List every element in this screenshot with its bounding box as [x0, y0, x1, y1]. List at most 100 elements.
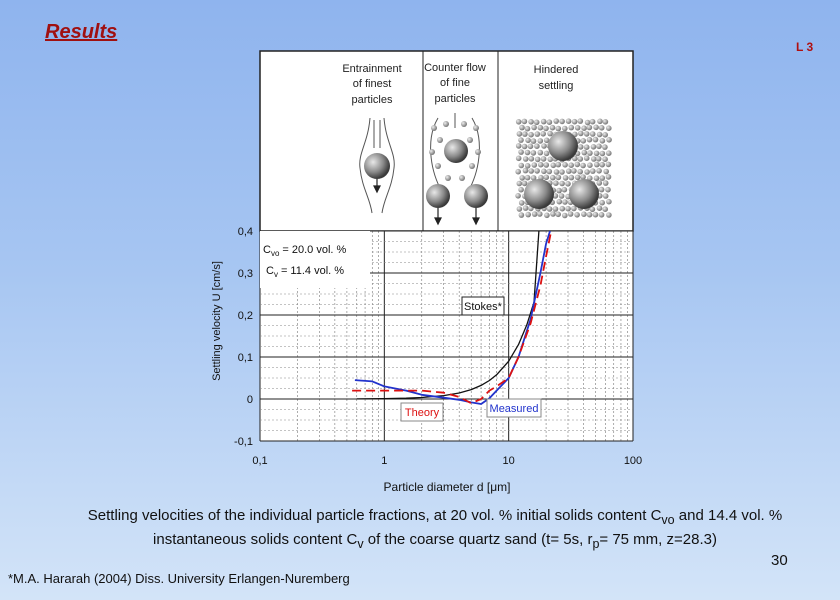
fine-particle-dot [593, 124, 599, 131]
fine-particle-dot [537, 211, 543, 217]
fine-particle-dot [559, 180, 565, 187]
entrainment-drawing [359, 117, 395, 214]
fine-particle-dot [586, 211, 593, 218]
fine-particle-dot [518, 149, 524, 155]
fine-particle-dot [546, 119, 553, 125]
fine-particle-dot [518, 186, 524, 193]
fine-particle-dot [606, 125, 612, 131]
fine-particle-dot [602, 193, 609, 199]
fine-particle-dot [524, 174, 531, 181]
fine-particle-dot [543, 174, 550, 181]
regime-illustration-panel: Entrainment of finest particles Counter … [259, 50, 634, 232]
fine-particle-dot [521, 143, 528, 150]
fine-particle-dot [524, 163, 531, 169]
fine-particle-dot [540, 156, 547, 162]
fine-particle-dot [556, 187, 562, 194]
stokes-line [356, 230, 540, 400]
measured-line [354, 230, 551, 405]
fine-particle-dot [543, 125, 549, 132]
y-tick-label: -0,1 [234, 436, 253, 448]
fine-particle-dot [592, 136, 599, 143]
fine-particle-dot [581, 149, 588, 156]
footnote: *M.A. Hararah (2004) Diss. University Er… [8, 571, 350, 586]
fine-particle-dot [555, 174, 562, 181]
fine-particle-dot [602, 132, 608, 138]
fine-particle-dot [581, 125, 587, 131]
fine-particle-dot [528, 131, 534, 138]
fine-particle-dot [587, 150, 593, 156]
measured-label: Measured [490, 403, 539, 415]
fine-particle-dot [552, 206, 559, 212]
fine-particle-dot [571, 205, 577, 212]
fine-particle-dot [550, 174, 556, 181]
fine-particle-dot [591, 156, 597, 162]
fine-particle-dot [602, 119, 609, 125]
fine-particle-dot [574, 174, 581, 181]
regime-2-line1: Counter flow [424, 62, 486, 74]
x-axis-title: Particle diameter d [μm] [384, 480, 511, 494]
regime-3-line2: settling [539, 80, 574, 92]
fine-particle-dot [540, 118, 547, 125]
fine-particle-dot [562, 212, 568, 219]
counter-flow-fine-dots [429, 121, 481, 181]
fine-particle-dot [556, 198, 563, 205]
fine-particle-dot [584, 169, 590, 175]
fine-particle-dot [598, 125, 605, 131]
page-number: 30 [771, 552, 788, 569]
regime-3-line1: Hindered [534, 64, 579, 76]
fine-particle-dot [549, 124, 556, 131]
fine-particle-dot [580, 162, 586, 169]
fine-particle-dot [586, 124, 593, 131]
slide-title: Results [45, 21, 118, 43]
fine-particle-dot [577, 168, 583, 175]
fine-particle-dot [525, 211, 531, 218]
fine-particle-dot [547, 156, 554, 163]
fine-particle-dot [598, 212, 605, 218]
particle-large-7 [569, 179, 599, 209]
fine-particle-dot [596, 205, 603, 211]
fine-particle-dot [528, 119, 534, 125]
fine-particle-dot [565, 118, 572, 124]
fine-particle-dot [530, 175, 537, 181]
fine-particle-dot [606, 212, 612, 218]
fine-particle-dot [599, 161, 605, 168]
x-tick-label: 100 [624, 455, 642, 467]
fine-particle-dot [543, 137, 550, 144]
y-tick-label: 0,2 [238, 310, 253, 322]
theory-annotation: Theory [400, 402, 444, 422]
fine-particle-dot [571, 168, 577, 174]
settling-velocity-figure: Entrainment of finest particles Counter … [211, 50, 642, 494]
x-tick-label: 10 [503, 455, 515, 467]
fine-particle-dot [524, 125, 531, 132]
fine-particle-dot [534, 143, 540, 149]
fine-particle-dot [583, 155, 590, 161]
fine-particle-dot [599, 199, 605, 206]
fine-particle-dot [571, 118, 578, 125]
fine-particle-dot [522, 205, 529, 211]
fine-particle-dot [574, 125, 581, 131]
particle-large-1 [364, 153, 390, 179]
fine-particle-dot [546, 168, 553, 175]
fine-particle-dot [595, 156, 602, 162]
fine-particle-dot [561, 186, 568, 193]
series-layer [352, 230, 553, 405]
fine-particle-dot [581, 211, 587, 217]
fine-particle-dot [528, 168, 534, 174]
fine-particle-dot [562, 162, 568, 168]
fine-particle-dot [538, 161, 544, 168]
fine-particle-dot [574, 161, 581, 168]
fine-particle-dot [550, 211, 556, 217]
fine-particle-dot [566, 168, 572, 174]
fine-particle-dot [593, 175, 600, 181]
fine-particle-dot [559, 169, 565, 175]
fine-particle-dot [518, 162, 525, 169]
fine-particle-dot [580, 174, 586, 180]
stokes-annotation: Stokes* [461, 296, 505, 316]
fine-particle-dot [562, 199, 568, 205]
fine-particle-dot [519, 175, 525, 181]
fine-particle-dot [599, 175, 606, 181]
fine-particle-dot [577, 118, 584, 124]
regime-1-line1: Entrainment [342, 63, 401, 75]
figure-caption: Settling velocities of the individual pa… [87, 507, 783, 551]
y-tick-label: 0,4 [238, 226, 253, 238]
